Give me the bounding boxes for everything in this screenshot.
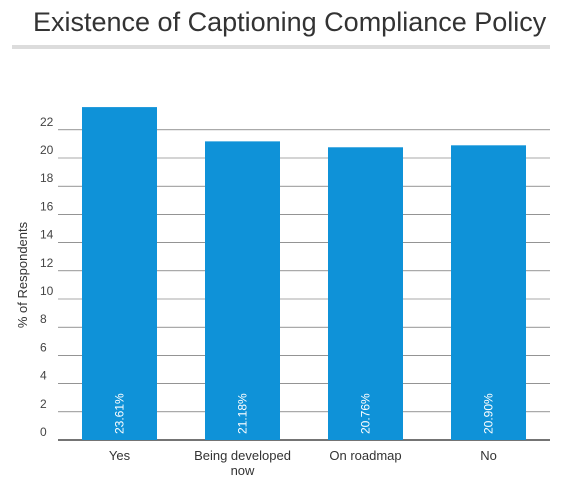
y-tick-label: 6	[40, 340, 47, 354]
bar	[451, 145, 526, 440]
y-tick-label: 8	[40, 312, 47, 326]
y-tick-labels: 0 2 4 6 8 10 12 14 16 18 20 22	[40, 115, 54, 439]
data-label: 23.61%	[113, 393, 127, 434]
x-tick-label: No	[480, 448, 497, 463]
x-tick-label: On roadmap	[329, 448, 401, 463]
title-divider	[12, 45, 550, 49]
data-label: 20.76%	[359, 393, 373, 434]
y-tick-label: 2	[40, 397, 47, 411]
x-tick-label: now	[231, 463, 255, 478]
y-tick-label: 10	[40, 284, 54, 298]
bar	[328, 147, 403, 440]
y-tick-label: 0	[40, 425, 47, 439]
bar	[82, 107, 157, 440]
y-tick-label: 12	[40, 256, 54, 270]
data-label: 20.90%	[482, 393, 496, 434]
data-labels: 23.61% 21.18% 20.76% 20.90%	[113, 393, 496, 434]
bars	[82, 107, 526, 440]
y-tick-label: 20	[40, 143, 54, 157]
y-tick-label: 16	[40, 199, 54, 213]
y-tick-label: 4	[40, 369, 47, 383]
y-tick-label: 14	[40, 228, 54, 242]
data-label: 21.18%	[236, 393, 250, 434]
y-tick-label: 18	[40, 171, 54, 185]
x-tick-label: Being developed	[194, 448, 291, 463]
y-axis-label: % of Respondents	[15, 221, 30, 328]
chart-title: Existence of Captioning Compliance Polic…	[33, 7, 547, 37]
x-tick-label: Yes	[109, 448, 131, 463]
bar	[205, 141, 280, 440]
y-tick-label: 22	[40, 115, 54, 129]
